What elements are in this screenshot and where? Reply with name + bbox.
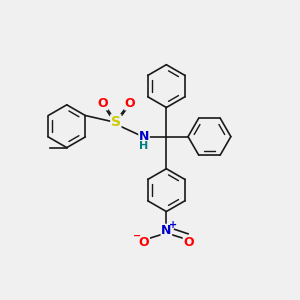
Text: O: O — [97, 97, 108, 110]
Text: −: − — [134, 231, 142, 241]
Text: O: O — [125, 97, 135, 110]
Text: O: O — [183, 236, 194, 249]
Text: S: S — [111, 115, 121, 129]
Text: O: O — [139, 236, 149, 249]
Text: H: H — [140, 140, 149, 151]
Text: N: N — [139, 130, 149, 143]
Text: +: + — [169, 220, 177, 230]
Text: N: N — [161, 224, 172, 237]
